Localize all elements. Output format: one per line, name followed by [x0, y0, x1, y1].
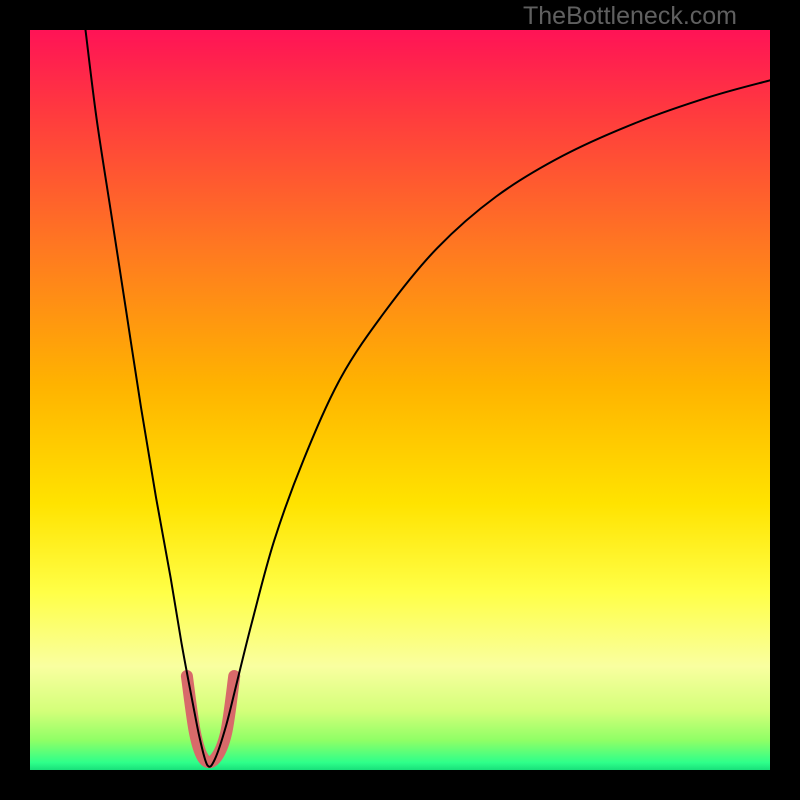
watermark-text: TheBottleneck.com — [523, 2, 737, 31]
chart-svg — [30, 30, 770, 770]
gradient-background — [30, 30, 770, 770]
chart-stage: TheBottleneck.com — [0, 0, 800, 800]
